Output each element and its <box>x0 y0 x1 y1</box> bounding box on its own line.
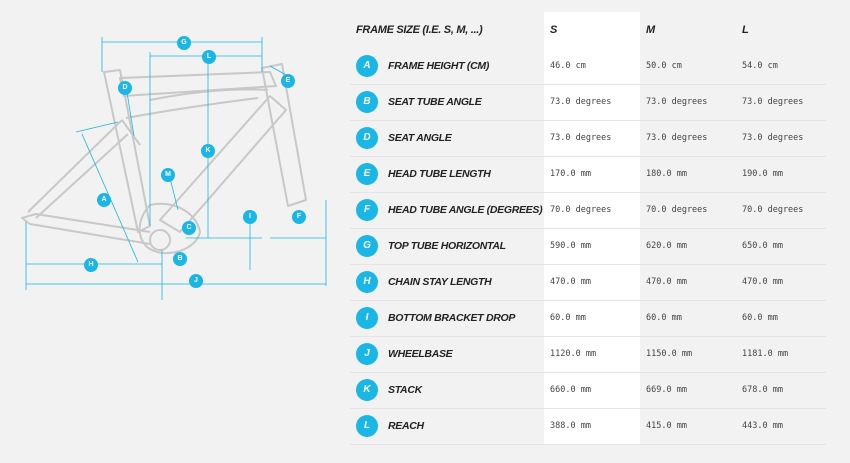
value-l: 70.0 degrees <box>736 192 826 229</box>
value-s: 388.0 mm <box>544 408 640 445</box>
frame-size-header: FRAME SIZE (I.E. S, M, ...) <box>356 24 483 36</box>
row-letter-badge: H <box>356 271 378 293</box>
value-m: 73.0 degrees <box>640 120 736 157</box>
value-s: 170.0 mm <box>544 156 640 193</box>
value-l: 470.0 mm <box>736 264 826 301</box>
row-letter-badge: B <box>356 91 378 113</box>
marker-k: K <box>201 144 215 158</box>
marker-a: A <box>97 193 111 207</box>
row-letter-badge: I <box>356 307 378 329</box>
value-m: 73.0 degrees <box>640 84 736 121</box>
value-m: 60.0 mm <box>640 300 736 337</box>
row-label: SEAT TUBE ANGLE <box>388 96 482 108</box>
row-label: CHAIN STAY LENGTH <box>388 276 492 288</box>
value-l: 73.0 degrees <box>736 84 826 121</box>
row-letter-badge: E <box>356 163 378 185</box>
marker-j: J <box>189 274 203 288</box>
value-m: 620.0 mm <box>640 228 736 265</box>
marker-i: I <box>243 210 257 224</box>
marker-f: F <box>292 210 306 224</box>
value-s: 70.0 degrees <box>544 192 640 229</box>
row-letter-badge: A <box>356 54 378 77</box>
marker-g: G <box>177 36 191 50</box>
value-l: 678.0 mm <box>736 372 826 409</box>
row-letter-badge: K <box>356 379 378 401</box>
value-l: 650.0 mm <box>736 228 826 265</box>
value-m: 669.0 mm <box>640 372 736 409</box>
table-row: L REACH 388.0 mm 415.0 mm 443.0 mm <box>350 408 826 445</box>
row-label: SEAT ANGLE <box>388 132 452 144</box>
marker-b: B <box>173 252 187 266</box>
row-letter-badge: L <box>356 415 378 437</box>
table-row: I BOTTOM BRACKET DROP 60.0 mm 60.0 mm 60.… <box>350 300 826 337</box>
value-m: 70.0 degrees <box>640 192 736 229</box>
table-header-row: FRAME SIZE (I.E. S, M, ...) S M L <box>350 12 826 48</box>
frame-illustration <box>21 37 327 300</box>
table-row: E HEAD TUBE LENGTH 170.0 mm 180.0 mm 190.… <box>350 156 826 193</box>
row-letter-badge: J <box>356 343 378 365</box>
value-s: 73.0 degrees <box>544 84 640 121</box>
row-letter-badge: F <box>356 199 378 221</box>
table-row: J WHEELBASE 1120.0 mm 1150.0 mm 1181.0 mm <box>350 336 826 373</box>
marker-c: C <box>182 221 196 235</box>
size-header-s: S <box>544 12 640 48</box>
row-label: HEAD TUBE ANGLE (DEGREES) <box>388 204 543 216</box>
row-label: BOTTOM BRACKET DROP <box>388 312 516 324</box>
value-m: 180.0 mm <box>640 156 736 193</box>
frame-geometry-diagram: G L D E K M A I F C H B J <box>0 0 340 463</box>
value-m: 415.0 mm <box>640 408 736 445</box>
row-label: FRAME HEIGHT (CM) <box>388 59 490 72</box>
row-letter-badge: D <box>356 127 378 149</box>
table-row: A FRAME HEIGHT (CM) 46.0 cm 50.0 cm 54.0 … <box>350 48 826 85</box>
value-s: 1120.0 mm <box>544 336 640 373</box>
marker-m: M <box>161 168 175 182</box>
row-label: TOP TUBE HORIZONTAL <box>388 240 506 252</box>
row-label: WHEELBASE <box>388 348 453 360</box>
value-l: 54.0 cm <box>736 48 826 85</box>
value-m: 1150.0 mm <box>640 336 736 373</box>
geometry-table: FRAME SIZE (I.E. S, M, ...) S M L A FRAME… <box>350 12 826 445</box>
value-m: 50.0 cm <box>640 48 736 85</box>
value-l: 190.0 mm <box>736 156 826 193</box>
value-l: 443.0 mm <box>736 408 826 445</box>
value-s: 60.0 mm <box>544 300 640 337</box>
value-s: 470.0 mm <box>544 264 640 301</box>
row-label: HEAD TUBE LENGTH <box>388 168 491 180</box>
size-header-m: M <box>646 24 655 36</box>
marker-e: E <box>281 74 295 88</box>
table-row: F HEAD TUBE ANGLE (DEGREES) 70.0 degrees … <box>350 192 826 229</box>
value-l: 60.0 mm <box>736 300 826 337</box>
value-s: 660.0 mm <box>544 372 640 409</box>
size-header-l: L <box>742 24 749 36</box>
row-label: REACH <box>388 420 424 432</box>
value-s: 73.0 degrees <box>544 120 640 157</box>
table-row: B SEAT TUBE ANGLE 73.0 degrees 73.0 degre… <box>350 84 826 121</box>
value-l: 1181.0 mm <box>736 336 826 373</box>
value-l: 73.0 degrees <box>736 120 826 157</box>
row-letter-badge: G <box>356 235 378 257</box>
marker-h: H <box>84 258 98 272</box>
marker-d: D <box>118 81 132 95</box>
value-m: 470.0 mm <box>640 264 736 301</box>
table-row: G TOP TUBE HORIZONTAL 590.0 mm 620.0 mm 6… <box>350 228 826 265</box>
table-row: H CHAIN STAY LENGTH 470.0 mm 470.0 mm 470… <box>350 264 826 301</box>
table-row: K STACK 660.0 mm 669.0 mm 678.0 mm <box>350 372 826 409</box>
value-s: 590.0 mm <box>544 228 640 265</box>
value-s: 46.0 cm <box>544 48 640 85</box>
row-label: STACK <box>388 384 422 396</box>
marker-l: L <box>202 50 216 64</box>
table-row: D SEAT ANGLE 73.0 degrees 73.0 degrees 73… <box>350 120 826 157</box>
